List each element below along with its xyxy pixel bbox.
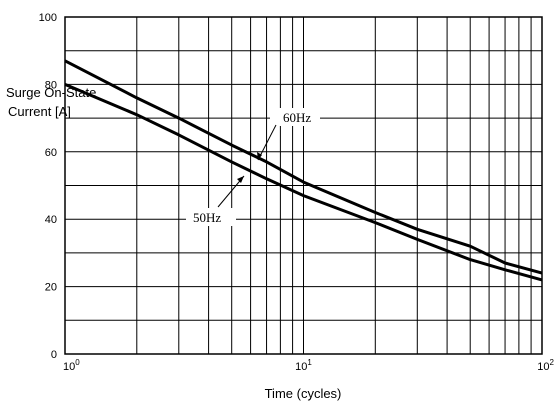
- x-axis-label: Time (cycles): [265, 386, 342, 401]
- y-tick-label: 40: [45, 214, 57, 226]
- plot-frame: [64, 16, 543, 355]
- y-tick-label: 20: [45, 282, 57, 294]
- x-tick-labels: 100 101 102: [63, 358, 554, 373]
- y-tick-label: 100: [39, 12, 57, 24]
- series-line-50hz: [64, 83, 543, 282]
- grid: [65, 17, 542, 354]
- annotation-60hz-leader: [257, 124, 277, 161]
- x-tick-label: 100: [63, 358, 80, 373]
- annotation-50hz: 50Hz: [186, 175, 245, 226]
- annotation-60hz: 60Hz: [257, 108, 320, 161]
- x-tick-label: 102: [537, 358, 554, 373]
- annotation-50hz-arrowhead: [237, 176, 244, 183]
- y-axis-label-line-2: Current [A]: [8, 104, 71, 119]
- y-tick-label: 80: [45, 79, 57, 91]
- y-tick-labels: 0 20 40 60 80 100: [39, 12, 57, 361]
- annotation-50hz-label: 50Hz: [193, 210, 221, 225]
- y-axis-label-line-1: Surge On-State: [6, 85, 96, 100]
- series: [64, 59, 543, 282]
- annotation-60hz-label: 60Hz: [283, 110, 311, 125]
- x-tick-label: 101: [295, 358, 312, 373]
- y-tick-label: 60: [45, 147, 57, 159]
- series-line-60hz: [64, 59, 543, 275]
- y-tick-label: 0: [51, 349, 57, 361]
- annotation-60hz-arrowhead: [257, 152, 262, 160]
